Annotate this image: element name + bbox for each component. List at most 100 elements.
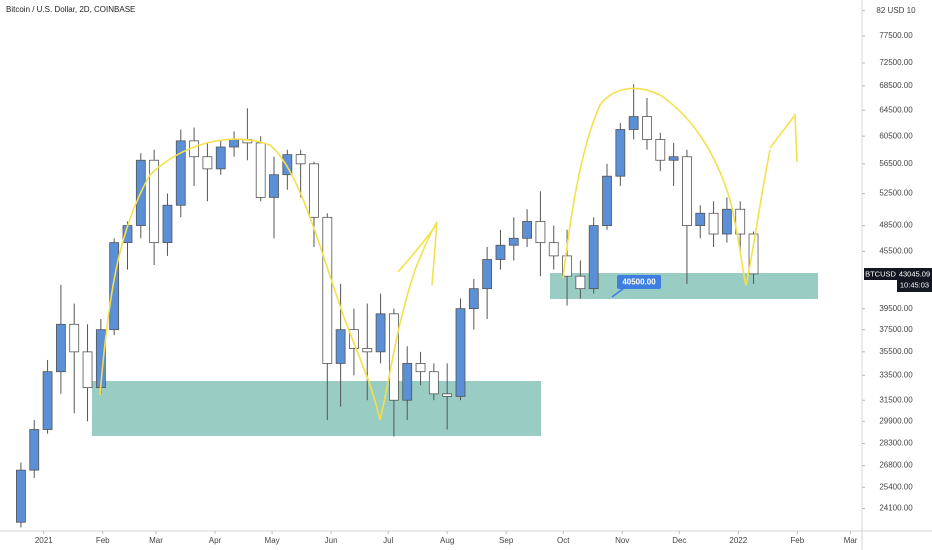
- candle-body: [375, 313, 386, 353]
- candle-body: [149, 159, 160, 244]
- y-tick-label: 33500.00: [879, 370, 913, 379]
- candle-body: [175, 140, 186, 206]
- candle-body: [575, 275, 586, 290]
- symbol-tag: [864, 268, 897, 280]
- annotation-label: 40500.00: [622, 278, 656, 287]
- candle-body: [708, 212, 719, 235]
- chart-title: Bitcoin / U.S. Dollar, 2D, COINBASE: [6, 5, 135, 14]
- hand-drawn-curve: [562, 87, 771, 286]
- candle-body: [215, 146, 226, 170]
- y-tick-label: 56500.00: [879, 159, 913, 168]
- y-tick-label: 72500.00: [879, 58, 913, 67]
- x-tick-label: Mar: [844, 536, 858, 545]
- y-tick-label: 60500.00: [879, 131, 913, 140]
- candle-body: [695, 212, 706, 226]
- candle-body: [548, 242, 559, 257]
- y-tick-label: 45500.00: [879, 247, 913, 256]
- candle-body: [202, 156, 213, 170]
- y-axis: 82 USD 10 77500.00 72500.00 68500.00 64500.0…: [862, 6, 916, 513]
- candle-body: [748, 233, 759, 275]
- y-tick-label: 28300.00: [879, 439, 913, 448]
- candle-body: [455, 308, 466, 397]
- candle-body: [282, 154, 293, 176]
- y-tick-label: 29900.00: [879, 416, 913, 425]
- hand-drawn-arrow: [397, 224, 437, 273]
- x-tick-label: Oct: [557, 536, 570, 545]
- candle-body: [615, 129, 626, 177]
- candle-body: [508, 237, 519, 246]
- x-tick-label: Nov: [615, 536, 629, 545]
- candle-body: [655, 139, 666, 161]
- y-tick-label: 35500.00: [879, 347, 913, 356]
- candle-body: [562, 255, 572, 277]
- candle-body: [349, 329, 359, 349]
- candle-body: [628, 116, 639, 130]
- y-tick-label: 24100.00: [879, 504, 913, 513]
- y-tick-label: 77500.00: [879, 31, 913, 40]
- candle-body: [309, 163, 319, 218]
- candle-body: [69, 323, 80, 353]
- candle-body: [682, 156, 692, 226]
- y-tick-label: 82 USD 10: [876, 6, 916, 15]
- y-tick-label: 25400.00: [879, 482, 913, 491]
- y-tick-label: 68500.00: [879, 81, 913, 90]
- y-tick-label: 64500.00: [879, 105, 913, 114]
- x-tick-label: Dec: [672, 536, 686, 545]
- x-tick-label: May: [265, 536, 280, 545]
- price-tag: [897, 268, 932, 292]
- y-tick-label: 48500.00: [879, 221, 913, 230]
- candle-body: [735, 208, 746, 235]
- annotation-box: [617, 275, 661, 289]
- y-tick-label: 31500.00: [879, 395, 913, 404]
- candle-body: [109, 242, 120, 331]
- x-tick-label: Aug: [440, 536, 454, 545]
- candle-body: [82, 351, 93, 388]
- candle-body: [495, 244, 506, 260]
- candle-body: [721, 208, 732, 235]
- candle-body: [55, 323, 66, 373]
- candle-body: [335, 329, 346, 364]
- candle-body: [535, 221, 546, 244]
- candle-body: [322, 216, 333, 364]
- x-axis: 2021 Feb Mar Apr May Jun Jul Aug Sep Oct Nov Dec 202…: [35, 531, 858, 545]
- y-tick-label: 37500.00: [879, 325, 913, 334]
- candle-body: [229, 139, 239, 148]
- x-tick-label: 2021: [35, 536, 53, 545]
- candle-body: [402, 363, 413, 401]
- candle-body: [668, 156, 679, 161]
- hand-drawn-arrow: [769, 112, 798, 163]
- symbol-label: BTCUSD: [865, 269, 896, 278]
- candle-body: [42, 371, 53, 430]
- candle-body: [442, 393, 453, 397]
- y-tick-label: 39500.00: [879, 304, 913, 313]
- x-tick-label: Sep: [499, 536, 514, 545]
- candle-body: [468, 288, 479, 310]
- x-tick-label: 2022: [729, 536, 747, 545]
- candle-body: [415, 363, 426, 373]
- candle-body: [522, 221, 532, 239]
- candle-body: [362, 348, 373, 353]
- candle-body: [388, 313, 399, 401]
- drawings: [99, 87, 798, 421]
- candle-body: [482, 259, 493, 290]
- candle-body: [588, 225, 599, 290]
- last-price: 43045.09: [899, 269, 930, 278]
- y-tick-label: 52500.00: [879, 189, 913, 198]
- x-tick-label: Jul: [383, 536, 393, 545]
- x-tick-label: Mar: [149, 536, 163, 545]
- candle-body: [16, 469, 26, 523]
- candle-body: [602, 175, 612, 226]
- hand-drawn-curve: [99, 138, 381, 421]
- x-tick-label: Feb: [790, 536, 804, 545]
- countdown: 10:45:03: [900, 280, 929, 289]
- annotation-pointer: [611, 287, 625, 298]
- candles: [16, 84, 759, 528]
- candle-body: [162, 204, 173, 244]
- candle-body: [295, 154, 306, 165]
- candle-body: [255, 142, 266, 198]
- x-tick-label: Jun: [325, 536, 338, 545]
- candle-body: [29, 429, 40, 471]
- x-tick-label: Apr: [209, 536, 222, 545]
- support-zone: [92, 381, 541, 436]
